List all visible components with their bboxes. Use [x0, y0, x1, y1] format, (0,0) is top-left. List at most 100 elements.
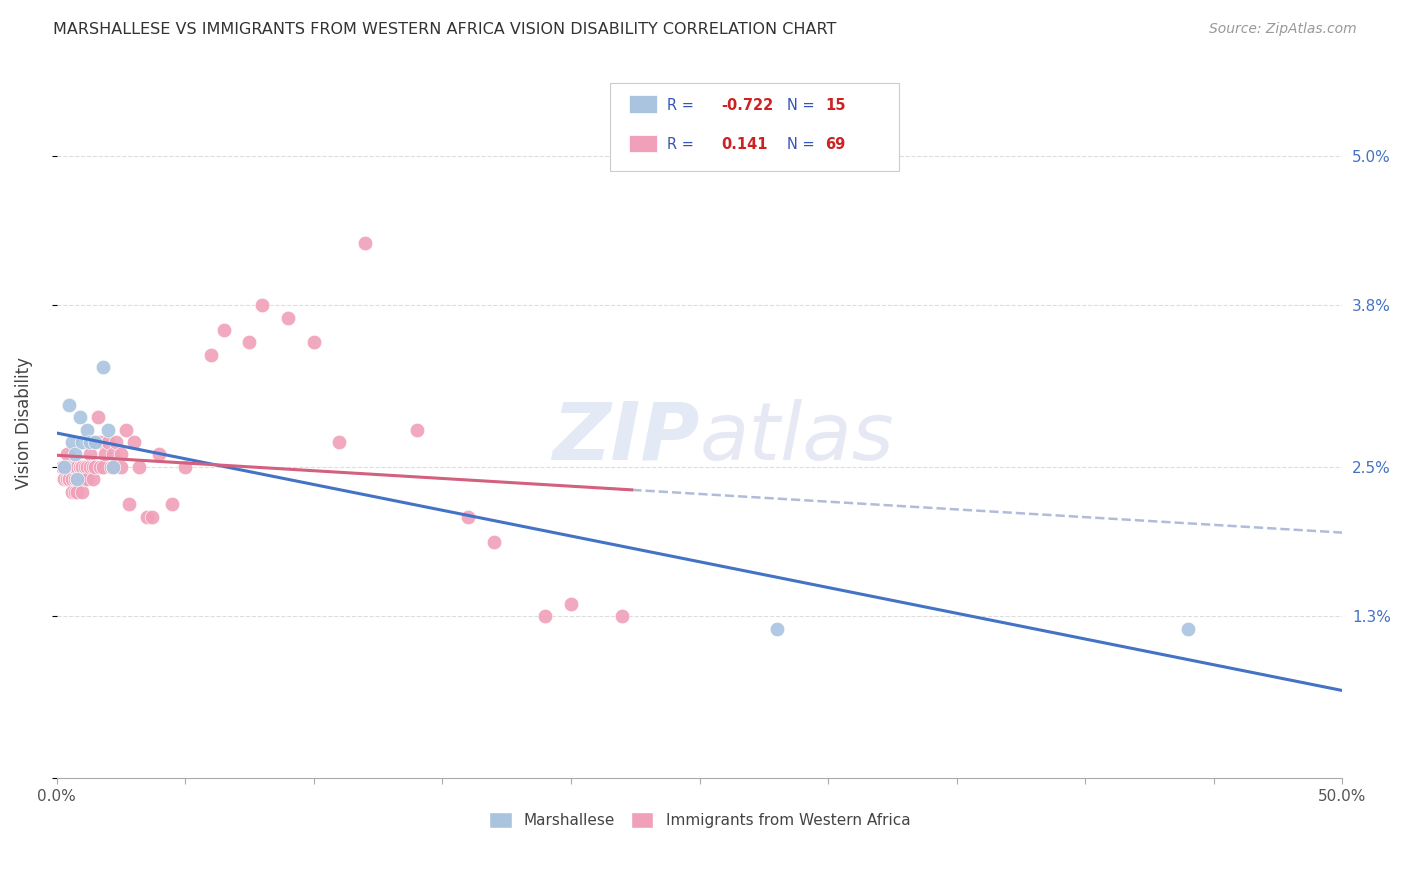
- Text: MARSHALLESE VS IMMIGRANTS FROM WESTERN AFRICA VISION DISABILITY CORRELATION CHAR: MARSHALLESE VS IMMIGRANTS FROM WESTERN A…: [53, 22, 837, 37]
- Point: [76, 423, 98, 437]
- Point: [97, 423, 120, 437]
- Point: [128, 459, 150, 474]
- Point: [53, 459, 76, 474]
- Point: [135, 509, 157, 524]
- Point: [72, 459, 94, 474]
- Point: [482, 534, 505, 549]
- Point: [73, 472, 96, 486]
- Point: [91, 360, 114, 375]
- Point: [79, 448, 101, 462]
- Point: [69, 472, 91, 486]
- Point: [89, 459, 111, 474]
- Point: [66, 472, 89, 486]
- Text: ZIP: ZIP: [553, 399, 700, 476]
- Point: [69, 410, 91, 425]
- Point: [87, 410, 110, 425]
- Point: [63, 484, 86, 499]
- Point: [60, 435, 83, 450]
- Point: [76, 472, 98, 486]
- Point: [66, 459, 89, 474]
- Text: Source: ZipAtlas.com: Source: ZipAtlas.com: [1209, 22, 1357, 37]
- Point: [252, 298, 274, 312]
- Point: [97, 435, 120, 450]
- Point: [73, 459, 96, 474]
- Point: [84, 435, 107, 450]
- Point: [51, 459, 73, 474]
- Text: 69: 69: [825, 137, 846, 152]
- Point: [72, 459, 94, 474]
- Point: [84, 435, 107, 450]
- Point: [328, 435, 350, 450]
- Point: [148, 448, 170, 462]
- Point: [110, 448, 132, 462]
- Point: [100, 459, 122, 474]
- Text: 15: 15: [825, 98, 846, 113]
- Point: [457, 509, 479, 524]
- Point: [58, 472, 80, 486]
- Point: [277, 310, 299, 325]
- Point: [212, 323, 235, 337]
- Text: 0.141: 0.141: [721, 137, 768, 152]
- Point: [103, 459, 125, 474]
- Text: N =: N =: [787, 137, 820, 152]
- FancyBboxPatch shape: [628, 95, 657, 113]
- Point: [354, 235, 377, 250]
- Point: [89, 435, 111, 450]
- Point: [66, 484, 89, 499]
- Point: [58, 459, 80, 474]
- Point: [94, 448, 117, 462]
- Point: [84, 459, 107, 474]
- Point: [58, 472, 80, 486]
- Point: [76, 459, 98, 474]
- Point: [58, 398, 80, 412]
- Point: [302, 335, 325, 350]
- FancyBboxPatch shape: [610, 83, 898, 171]
- Point: [56, 448, 79, 462]
- Point: [110, 459, 132, 474]
- Point: [53, 472, 76, 486]
- Point: [72, 484, 94, 499]
- Text: atlas: atlas: [700, 399, 894, 476]
- Text: N =: N =: [787, 98, 820, 113]
- Point: [82, 472, 104, 486]
- Point: [53, 459, 76, 474]
- Point: [56, 472, 79, 486]
- Point: [103, 459, 125, 474]
- Point: [69, 459, 91, 474]
- Point: [122, 435, 145, 450]
- Point: [534, 609, 557, 624]
- Point: [60, 472, 83, 486]
- Point: [162, 497, 184, 511]
- Point: [60, 484, 83, 499]
- Point: [82, 459, 104, 474]
- Point: [560, 597, 582, 611]
- Point: [115, 423, 138, 437]
- Point: [200, 348, 222, 362]
- Text: R =: R =: [668, 98, 699, 113]
- Point: [612, 609, 634, 624]
- Point: [69, 459, 91, 474]
- Point: [63, 459, 86, 474]
- Point: [238, 335, 260, 350]
- Point: [63, 448, 86, 462]
- FancyBboxPatch shape: [628, 135, 657, 153]
- Point: [91, 459, 114, 474]
- Point: [66, 472, 89, 486]
- Text: -0.722: -0.722: [721, 98, 773, 113]
- Point: [104, 435, 127, 450]
- Point: [79, 435, 101, 450]
- Point: [60, 459, 83, 474]
- Point: [141, 509, 163, 524]
- Point: [72, 435, 94, 450]
- Point: [72, 472, 94, 486]
- Point: [765, 622, 787, 636]
- Point: [117, 497, 139, 511]
- Point: [405, 423, 427, 437]
- Y-axis label: Vision Disability: Vision Disability: [15, 358, 32, 490]
- Point: [103, 448, 125, 462]
- Point: [79, 459, 101, 474]
- Point: [174, 459, 197, 474]
- Point: [1177, 622, 1199, 636]
- Text: R =: R =: [668, 137, 699, 152]
- Point: [63, 472, 86, 486]
